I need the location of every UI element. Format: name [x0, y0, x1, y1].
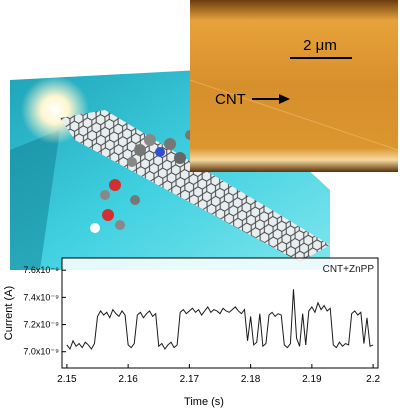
x-tick-label: 2.17 — [180, 374, 200, 385]
y-tick-label: 7.4x10⁻⁹ — [23, 292, 59, 302]
data-line — [66, 289, 374, 351]
y-tick-label: 7.6x10⁻⁹ — [23, 265, 59, 275]
y-tick-label: 7.0x10⁻⁹ — [23, 347, 59, 357]
afm-nanotube — [189, 79, 399, 151]
x-tick-label: 2.2 — [366, 374, 380, 385]
afm-image — [190, 0, 398, 172]
x-axis-label: Time (s) — [184, 396, 224, 408]
y-axis-label: Current (A) — [3, 286, 15, 340]
nanotube-lattice — [60, 110, 330, 262]
legend-label: CNT+ZnPP — [323, 264, 375, 275]
y-tick-label: 7.2x10⁻⁹ — [23, 320, 59, 330]
illustration-shade — [10, 130, 60, 270]
arrow-label: CNT — [215, 91, 246, 108]
x-tick-label: 2.18 — [241, 374, 261, 385]
scale-bar-label: 2 μm — [303, 37, 337, 54]
chart: 2.15 2.16 2.17 2.18 2.19 2.2 7.0x10⁻⁹ 7.2x10⁻⁹ 7… — [23, 264, 380, 385]
x-tick-label: 2.19 — [302, 374, 322, 385]
arrow-head — [279, 94, 290, 104]
x-tick-label: 2.15 — [57, 374, 77, 385]
x-tick-label: 2.16 — [118, 374, 138, 385]
